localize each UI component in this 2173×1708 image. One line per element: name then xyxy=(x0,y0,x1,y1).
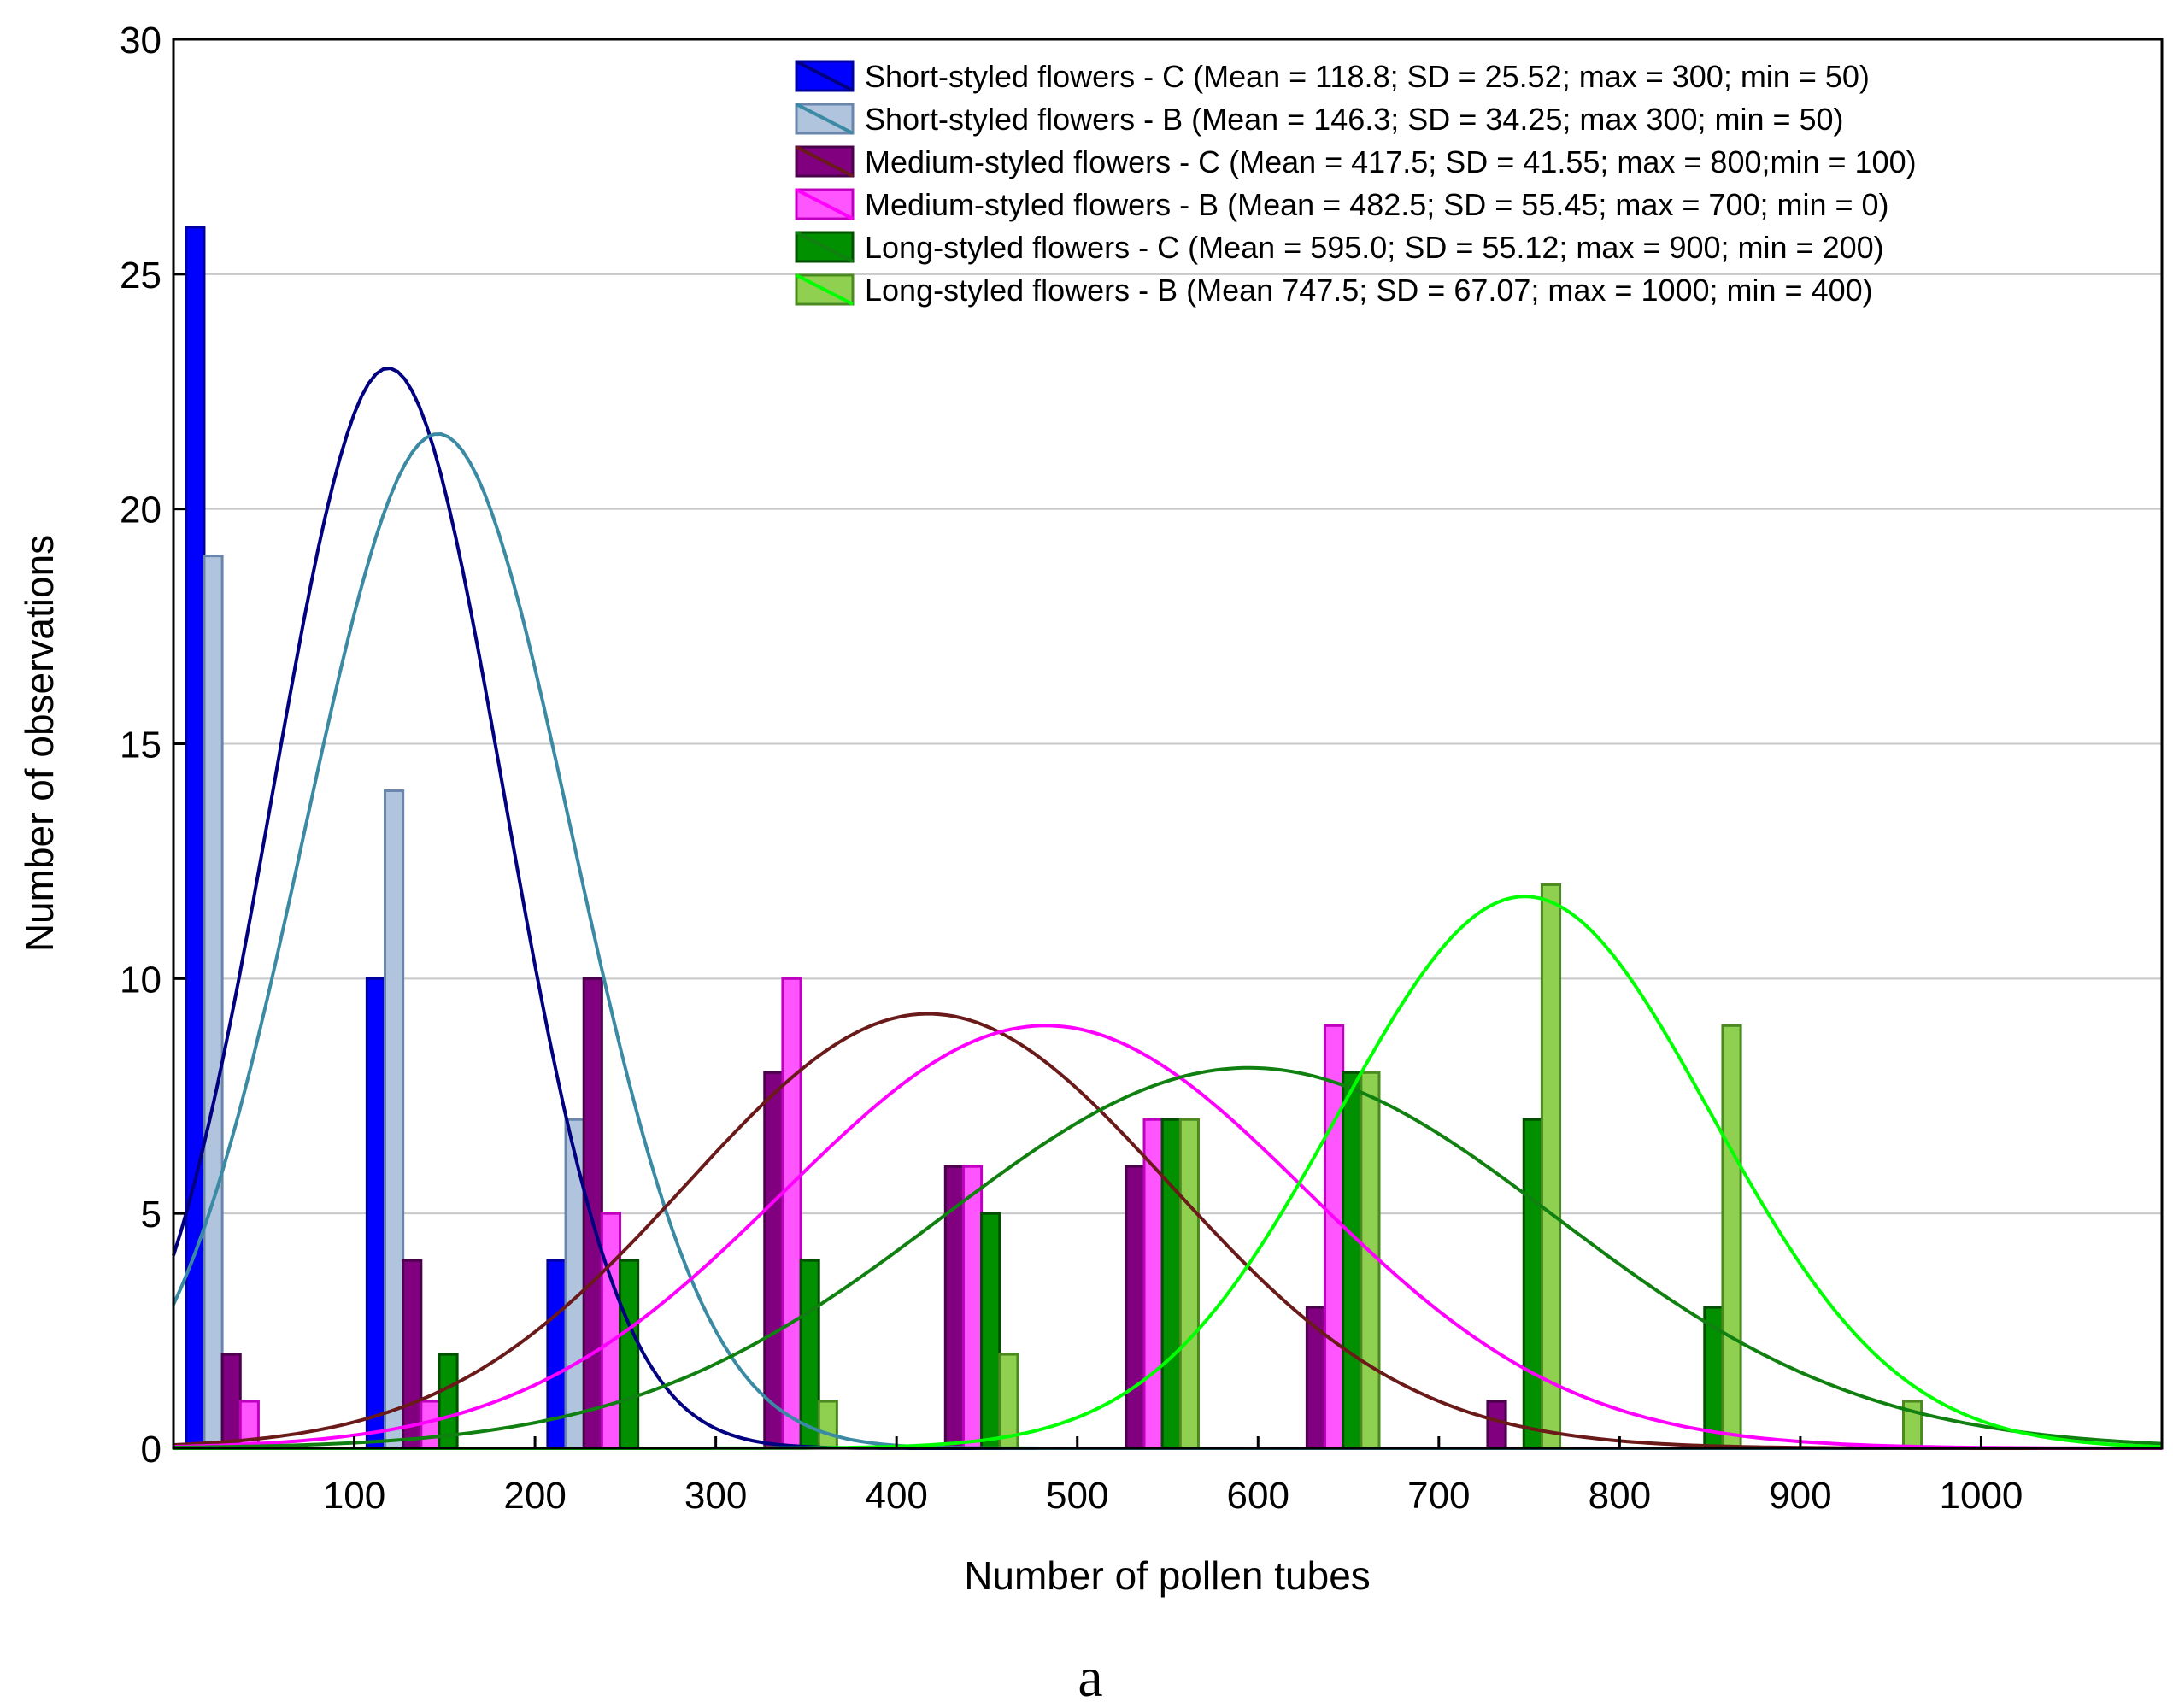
x-tick-label: 300 xyxy=(684,1475,747,1517)
x-tick-label: 100 xyxy=(323,1475,385,1517)
x-axis-label: Number of pollen tubes xyxy=(964,1553,1371,1598)
legend-label-1: Short-styled flowers - B (Mean = 146.3; … xyxy=(865,102,1844,137)
legend: Short-styled flowers - C (Mean = 118.8; … xyxy=(795,59,1917,308)
x-tick-label: 700 xyxy=(1407,1475,1470,1517)
y-tick-label: 10 xyxy=(120,959,162,1001)
legend-line-1 xyxy=(796,103,854,135)
x-tick-label: 1000 xyxy=(1940,1475,2023,1517)
x-tick-label: 400 xyxy=(865,1475,927,1517)
bar-s3-bin3 xyxy=(781,977,802,1450)
bar-s1-bin1 xyxy=(384,789,405,1450)
bar-s4-bin3 xyxy=(799,1259,820,1450)
y-axis-label: Number of observations xyxy=(17,535,62,952)
legend-line-4 xyxy=(796,231,854,263)
legend-label-5: Long-styled flowers - B (Mean 747.5; SD … xyxy=(865,273,1873,308)
bar-s4-bin6 xyxy=(1342,1071,1363,1450)
y-tick-label: 5 xyxy=(141,1194,162,1236)
bar-s3-bin2 xyxy=(600,1212,622,1450)
bar-s4-bin5 xyxy=(1160,1118,1182,1450)
x-tick-label: 800 xyxy=(1589,1475,1651,1517)
bar-s4-bin4 xyxy=(980,1212,1001,1450)
curve-series-4 xyxy=(173,1065,2163,1449)
bar-s5-bin8 xyxy=(1721,1024,1742,1450)
y-tick-label: 30 xyxy=(120,20,162,62)
legend-line-3 xyxy=(796,188,854,220)
gridlines xyxy=(173,273,2162,1215)
bar-s3-bin4 xyxy=(961,1165,984,1450)
bar-s5-bin7 xyxy=(1540,883,1562,1450)
legend-line-2 xyxy=(796,145,854,178)
x-tick-label: 900 xyxy=(1769,1475,1831,1517)
bar-s2-bin7 xyxy=(1486,1400,1507,1450)
bar-s5-bin5 xyxy=(1178,1118,1200,1450)
bar-s4-bin2 xyxy=(619,1259,640,1450)
legend-label-2: Medium-styled flowers - C (Mean = 417.5;… xyxy=(865,144,1917,179)
bar-s3-bin1 xyxy=(420,1400,441,1450)
bar-s0-bin1 xyxy=(365,977,387,1450)
bar-s3-bin6 xyxy=(1324,1024,1345,1450)
curve-series-3 xyxy=(173,1024,2162,1450)
x-tick-label: 500 xyxy=(1046,1475,1108,1517)
y-tick-label: 25 xyxy=(120,255,162,296)
legend-label-3: Medium-styled flowers - B (Mean = 482.5;… xyxy=(865,187,1889,222)
bar-s2-bin3 xyxy=(763,1071,784,1450)
bar-s2-bin5 xyxy=(1125,1165,1146,1450)
figure-caption: a xyxy=(1078,1646,1102,1708)
bar-s1-bin0 xyxy=(203,555,224,1450)
bar-s4-bin7 xyxy=(1522,1118,1543,1450)
bar-s2-bin1 xyxy=(402,1259,423,1450)
bar-s5-bin3 xyxy=(817,1400,838,1450)
legend-label-0: Short-styled flowers - C (Mean = 118.8; … xyxy=(865,59,1870,94)
y-tick-label: 0 xyxy=(141,1429,162,1470)
bar-s5-bin6 xyxy=(1360,1071,1381,1450)
y-tick-label: 20 xyxy=(120,490,162,531)
legend-line-0 xyxy=(796,60,854,92)
x-tick-label: 200 xyxy=(503,1475,566,1517)
legend-label-4: Long-styled flowers - C (Mean = 595.0; S… xyxy=(865,230,1884,265)
x-tick-label: 600 xyxy=(1227,1475,1289,1517)
axis-ticks: 0 5 10 15 20 25 30 100 200 300 400 500 600 700 800 900 1… xyxy=(120,20,2023,1517)
bar-s2-bin0 xyxy=(220,1353,242,1450)
bar-s2-bin2 xyxy=(582,977,603,1450)
y-tick-label: 15 xyxy=(120,725,162,766)
bar-s1-bin2 xyxy=(564,1118,585,1450)
legend-line-5 xyxy=(796,273,854,306)
bar-s3-bin5 xyxy=(1142,1118,1164,1450)
